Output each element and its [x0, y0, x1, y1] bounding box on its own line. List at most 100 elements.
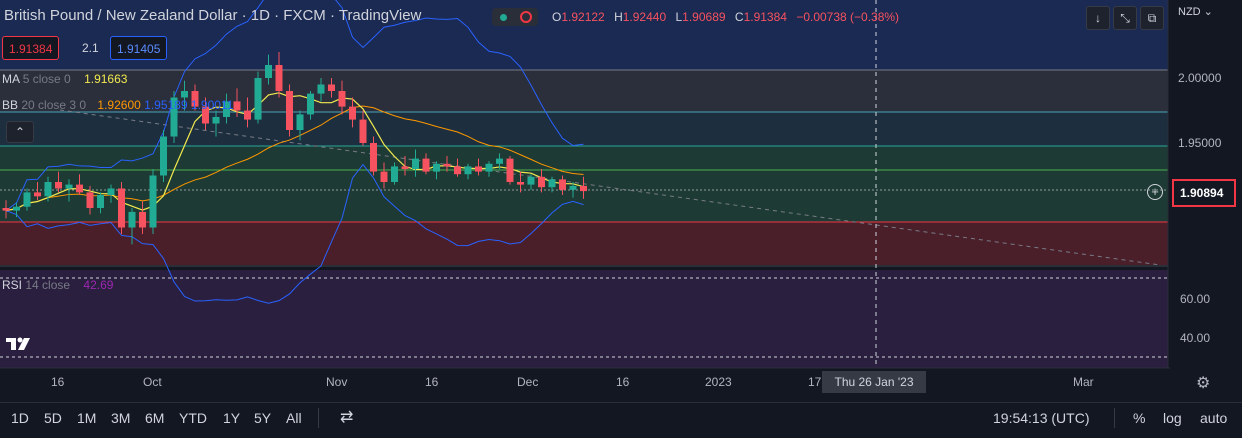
candle-body: [191, 91, 199, 107]
log-toggle[interactable]: log: [1163, 410, 1182, 426]
collapse-legend-button[interactable]: ⌃: [6, 121, 34, 143]
candle-body: [485, 163, 493, 172]
rsi-legend[interactable]: RSI 14 close 42.69: [2, 278, 113, 292]
range-1y[interactable]: 1Y: [223, 410, 241, 426]
tradingview-logo[interactable]: [4, 334, 34, 354]
candle-body: [233, 101, 241, 111]
time-tick: Dec: [517, 375, 539, 389]
range-5d[interactable]: 5D: [44, 410, 62, 426]
candle-body: [34, 192, 41, 197]
fullscreen-icon: ⤡: [1120, 11, 1130, 25]
range-6m[interactable]: 6M: [145, 410, 165, 426]
time-tick: 16: [616, 375, 630, 389]
trend-line[interactable]: [59, 109, 1161, 266]
candle-body: [202, 106, 209, 124]
candle-body: [580, 185, 587, 192]
candle-body: [433, 163, 440, 172]
close-value: 1.91384: [743, 10, 787, 24]
candle-body: [55, 182, 62, 189]
bb-lower-value: 1.90011: [190, 98, 234, 112]
candle-body: [338, 91, 346, 107]
auto-toggle[interactable]: auto: [1200, 410, 1228, 426]
alert-icon: [520, 11, 532, 23]
time-tick: 16: [425, 375, 439, 389]
clock[interactable]: 19:54:13 (UTC): [993, 410, 1090, 426]
compare-icon[interactable]: ⇄: [340, 409, 354, 426]
change-value: −0.00738 (−0.38%): [796, 10, 900, 24]
candle-body: [160, 136, 167, 176]
candle-body: [212, 117, 220, 124]
range-3m[interactable]: 3M: [111, 410, 131, 426]
percent-toggle[interactable]: %: [1133, 410, 1146, 426]
range-1m[interactable]: 1M: [77, 410, 97, 426]
candle-body: [527, 176, 535, 185]
candle-body: [181, 91, 188, 98]
divider: [318, 408, 319, 428]
down-arrow-button[interactable]: ↓: [1086, 6, 1110, 30]
candle-body: [443, 163, 451, 167]
candle-body: [328, 84, 335, 91]
candle-body: [349, 106, 356, 120]
ma-legend[interactable]: MA 5 close 0 1.91663: [2, 72, 127, 86]
rsi-params: 14 close: [25, 278, 71, 292]
candle-body: [170, 97, 178, 137]
range-ytd[interactable]: YTD: [179, 410, 207, 426]
bb-basis-value: 1.92600: [97, 98, 141, 112]
price-chart[interactable]: [0, 0, 1170, 370]
close-label: C: [734, 10, 744, 24]
market-open-icon: [500, 14, 507, 21]
candle-body: [538, 176, 545, 188]
time-tick: 2023: [705, 375, 732, 389]
sell-button[interactable]: 1.91384: [2, 36, 60, 60]
fullscreen-button[interactable]: ⤡: [1113, 6, 1137, 30]
buy-button[interactable]: 1.91405: [110, 36, 168, 60]
time-tick: Nov: [326, 375, 348, 389]
candle-body: [317, 84, 325, 94]
candle-body: [496, 158, 503, 164]
bb-legend[interactable]: BB 20 close 3 0 1.92600 1.95189 1.90011: [2, 98, 233, 112]
candle-body: [13, 206, 20, 211]
currency-select[interactable]: NZD ⌄: [1178, 5, 1213, 18]
candle-body: [118, 188, 125, 228]
candle-body: [254, 78, 262, 120]
candle-body: [65, 184, 73, 189]
bb-upper-value: 1.95189: [144, 98, 188, 112]
candle-body: [422, 158, 430, 172]
candle-body: [244, 110, 251, 120]
rsi-name: RSI: [2, 278, 23, 292]
candle-body: [517, 182, 524, 185]
candle-body: [307, 93, 314, 115]
chart-title[interactable]: British Pound / New Zealand Dollar · 1D …: [4, 7, 422, 24]
open-value: 1.92122: [561, 10, 605, 24]
candle-body: [265, 65, 272, 78]
candle-body: [412, 158, 419, 169]
gear-icon[interactable]: ⚙: [1196, 375, 1211, 392]
time-tick: 17: [808, 375, 822, 389]
rsi-tick: 60.00: [1180, 292, 1211, 306]
open-label: O: [552, 10, 562, 24]
snapshot-button[interactable]: ⧉: [1140, 6, 1164, 30]
candle-body: [275, 65, 283, 91]
down-arrow-icon: ↓: [1095, 11, 1101, 25]
time-tick: 16: [51, 375, 65, 389]
candle-body: [296, 114, 304, 130]
range-5y[interactable]: 5Y: [254, 410, 272, 426]
ma-params: 5 close 0: [22, 72, 71, 86]
range-all[interactable]: All: [286, 410, 302, 426]
range-1d[interactable]: 1D: [11, 410, 29, 426]
ma-value: 1.91663: [84, 72, 128, 86]
candle-body: [107, 188, 115, 195]
time-tick: Oct: [143, 375, 162, 389]
bb-upper-line: [5, 0, 584, 212]
candle-body: [569, 185, 577, 190]
candle-body: [128, 211, 136, 228]
candle-body: [506, 158, 514, 182]
price-tick: 2.00000: [1178, 71, 1222, 85]
candle-body: [391, 166, 398, 182]
zone-red: [0, 222, 1168, 266]
currency-label: NZD: [1178, 6, 1201, 18]
candle-body: [401, 166, 409, 169]
chevron-down-icon: ⌄: [1203, 6, 1213, 18]
add-icon[interactable]: +: [1147, 184, 1163, 200]
last-price-label: 1.90894: [1172, 179, 1236, 207]
